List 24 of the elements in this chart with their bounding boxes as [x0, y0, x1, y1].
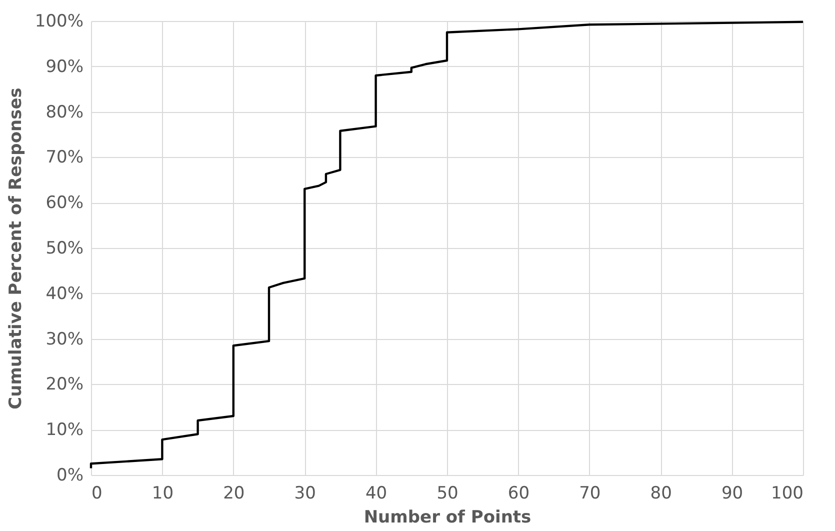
x-tick-label: 30 [294, 484, 316, 504]
x-tick-label: 10 [152, 484, 174, 504]
y-tick-label: 0% [56, 466, 84, 486]
x-tick-label: 70 [579, 484, 601, 504]
y-tick-label: 30% [46, 329, 84, 350]
y-tick-label: 40% [46, 284, 84, 304]
x-axis-title: Number of Points [364, 508, 532, 528]
x-tick-label: 80 [650, 484, 672, 504]
y-tick-label: 10% [46, 420, 84, 440]
y-tick-label: 70% [46, 148, 84, 168]
y-tick-label: 20% [46, 374, 84, 395]
y-tick-label: 90% [46, 56, 84, 77]
y-tick-label: 50% [46, 238, 84, 258]
x-tick-label: 0 [92, 484, 102, 504]
x-tick-label: 100 [771, 484, 804, 504]
x-tick-label: 50 [436, 484, 458, 504]
y-tick-label: 100% [34, 12, 84, 32]
x-tick-label: 90 [721, 484, 744, 504]
x-tick-label: 40 [365, 484, 388, 504]
y-tick-label: 80% [46, 102, 84, 122]
y-axis-title: Cumulative Percent of Responses [6, 88, 26, 410]
x-tick-label: 20 [223, 484, 245, 504]
x-tick-label: 60 [508, 484, 530, 504]
y-tick-label: 60% [46, 193, 84, 214]
